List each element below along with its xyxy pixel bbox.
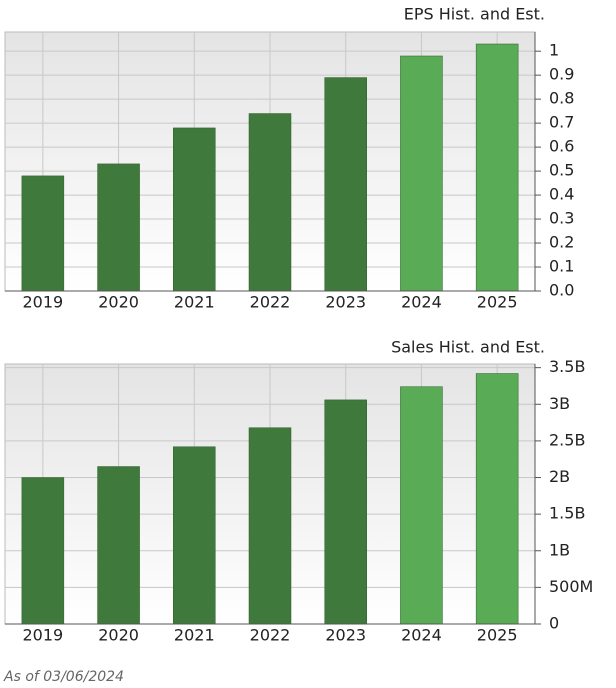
y-tick-label: 0.4 [549,185,574,204]
y-tick-label: 0.9 [549,65,574,84]
y-tick-label: 0.0 [549,281,574,300]
y-tick-label: 0 [549,614,559,633]
bar [400,55,443,292]
chart-title: Sales Hist. and Est. [391,338,545,357]
x-tick-label: 2022 [250,626,291,645]
bar [21,477,65,625]
x-tick-label: 2020 [98,293,139,312]
y-tick-label: 1B [549,540,570,559]
bar [324,399,367,625]
bar [97,466,140,625]
footer-note: As of 03/06/2024 [3,669,124,685]
x-tick-label: 2023 [325,293,366,312]
x-tick-label: 2024 [401,626,442,645]
x-tick-label: 2025 [477,293,518,312]
x-tick-label: 2021 [174,293,215,312]
bar [324,77,367,292]
x-tick-label: 2022 [250,293,291,312]
y-tick-label: 0.7 [549,113,574,132]
bar [97,163,140,292]
chart-title: EPS Hist. and Est. [404,5,545,24]
y-tick-label: 0.1 [549,257,574,276]
y-tick-label: 2B [549,467,570,486]
y-tick-label: 0.2 [549,233,574,252]
bar [248,113,292,292]
x-tick-label: 2020 [98,626,139,645]
x-tick-label: 2019 [22,626,63,645]
y-tick-label: 0.6 [549,137,574,156]
bar [173,127,216,292]
bar [475,373,519,625]
y-tick-label: 3.5B [549,357,585,376]
bar [248,427,292,625]
x-tick-label: 2021 [174,626,215,645]
y-tick-label: 1.5B [549,504,585,523]
bar [400,386,443,625]
y-tick-label: 0.3 [549,209,574,228]
x-tick-label: 2019 [22,293,63,312]
x-tick-label: 2023 [325,626,366,645]
y-tick-label: 500M [549,577,593,596]
y-tick-label: 2.5B [549,430,585,449]
bar [173,446,216,625]
y-tick-label: 3B [549,394,570,413]
y-tick-label: 1 [549,41,559,60]
y-tick-label: 0.8 [549,89,574,108]
bar [21,175,65,292]
bar [475,43,519,292]
x-tick-label: 2025 [477,626,518,645]
x-tick-label: 2024 [401,293,442,312]
y-tick-label: 0.5 [549,161,574,180]
